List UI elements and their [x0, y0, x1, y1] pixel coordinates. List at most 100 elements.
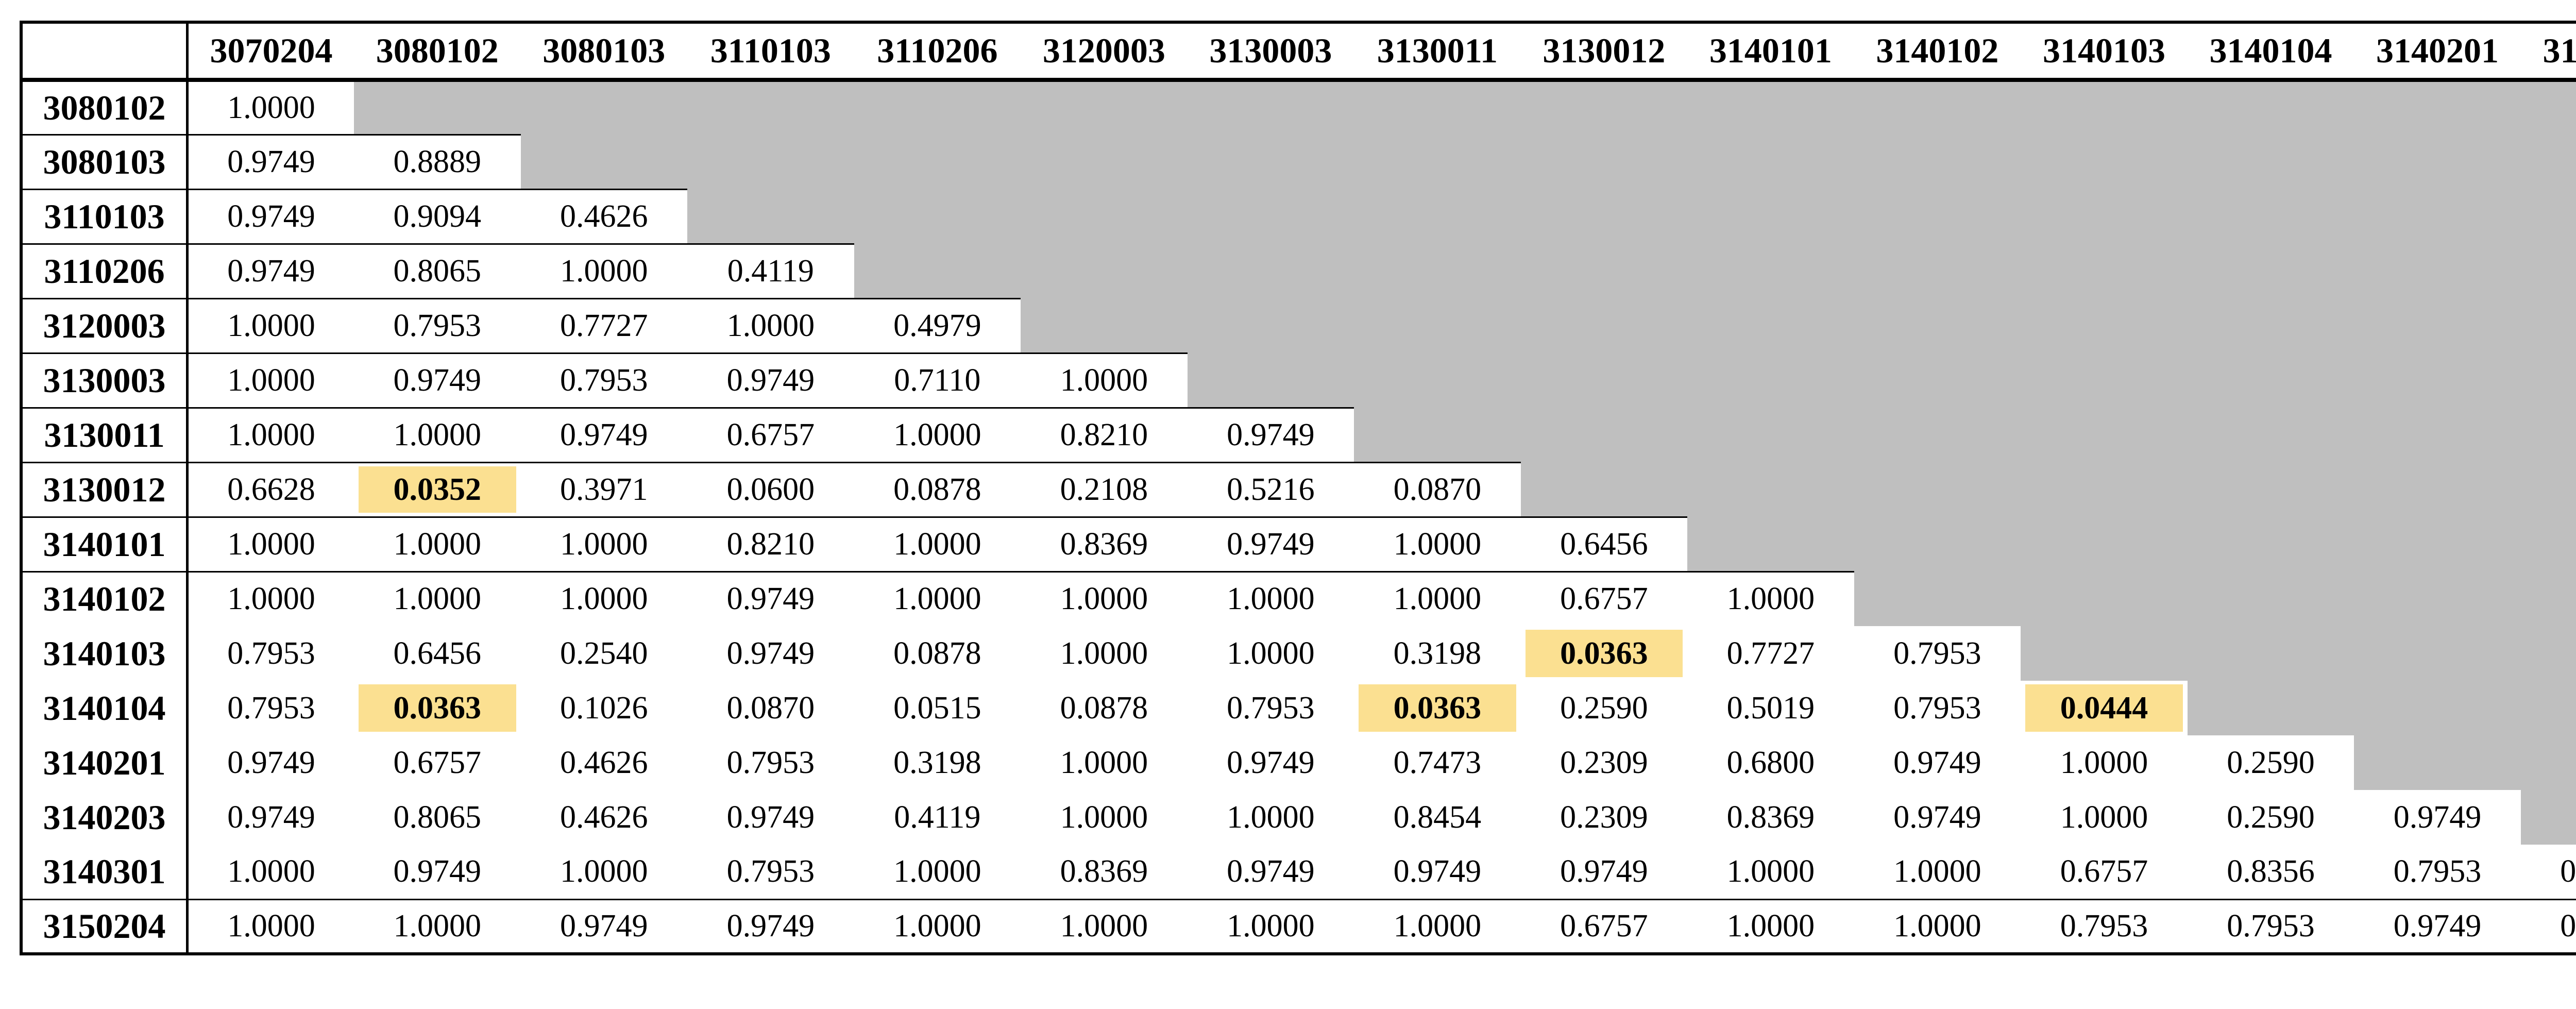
p-value-cell: 0.2309	[1520, 735, 1688, 790]
masked-cell	[2021, 298, 2188, 353]
masked-cell	[687, 189, 854, 244]
p-value-cell-highlighted: 0.0352	[354, 461, 521, 517]
masked-cell	[2520, 681, 2576, 735]
masked-cell	[354, 80, 521, 134]
masked-cell	[1021, 298, 1188, 353]
p-value-cell: 1.0000	[520, 845, 688, 899]
p-value-cell: 0.8210	[1021, 407, 1188, 462]
masked-cell	[2021, 517, 2188, 571]
row-header: 3140301	[21, 845, 189, 899]
p-value-cell: 0.6757	[354, 735, 521, 790]
p-value-cell: 0.9749	[1854, 735, 2021, 790]
p-value-cell: 0.0878	[1021, 681, 1188, 735]
p-value-cell: 0.9749	[187, 735, 354, 790]
masked-cell	[1687, 80, 1854, 134]
masked-cell	[1354, 189, 1521, 244]
masked-cell	[1187, 353, 1354, 408]
p-value-cell: 0.9749	[354, 352, 521, 408]
masked-cell	[2021, 408, 2188, 462]
p-value-cell: 1.0000	[354, 407, 521, 462]
p-value-cell: 0.0870	[687, 681, 854, 735]
p-value-cell: 0.5019	[1687, 681, 1854, 735]
p-value-cell: 0.7953	[2354, 845, 2521, 899]
masked-cell	[1021, 244, 1188, 298]
masked-cell	[2520, 571, 2576, 626]
masked-cell	[1021, 134, 1188, 189]
p-value-cell: 0.6757	[687, 407, 854, 462]
p-value-cell: 1.0000	[1021, 898, 1188, 954]
p-value-cell: 0.9749	[687, 626, 854, 681]
p-value-cell: 0.3971	[520, 461, 688, 517]
p-value-cell: 0.8369	[1021, 516, 1188, 571]
masked-cell	[2354, 298, 2521, 353]
masked-cell	[2520, 408, 2576, 462]
masked-cell	[1520, 408, 1688, 462]
masked-cell	[1187, 244, 1354, 298]
masked-cell	[1854, 80, 2021, 134]
p-value-cell: 1.0000	[2021, 735, 2188, 790]
row-header: 3080103	[21, 133, 189, 189]
p-value-cell: 0.2590	[2187, 790, 2354, 845]
p-value-cell: 0.4626	[520, 188, 688, 244]
column-header: 3130011	[1354, 22, 1521, 82]
p-value-cell: 0.7953	[2021, 898, 2188, 954]
p-value-cell-highlighted: 0.0444	[2021, 681, 2188, 735]
p-value-cell: 1.0000	[187, 898, 354, 954]
masked-cell	[1520, 80, 1688, 134]
masked-cell	[2187, 244, 2354, 298]
masked-cell	[1354, 134, 1521, 189]
column-header: 3140104	[2187, 22, 2354, 82]
p-value-cell: 0.0515	[854, 681, 1021, 735]
masked-cell	[2520, 189, 2576, 244]
masked-cell	[1687, 462, 1854, 517]
masked-cell	[2354, 353, 2521, 408]
row-header: 3130003	[21, 352, 189, 408]
p-value-cell: 0.9749	[354, 845, 521, 899]
p-value-cell: 1.0000	[1854, 845, 2021, 899]
matrix-row: 3140102 1.0000 1.0000 1.0000 0.9749 1.0000 1.0…	[21, 570, 2576, 626]
masked-cell	[854, 189, 1021, 244]
masked-cell	[2187, 626, 2354, 681]
masked-cell	[1187, 298, 1354, 353]
masked-cell	[1354, 353, 1521, 408]
masked-cell	[2520, 790, 2576, 845]
p-value-cell: 0.9749	[187, 188, 354, 244]
p-value-cell: 0.9749	[687, 352, 854, 408]
masked-cell	[2354, 517, 2521, 571]
matrix-row: 3130003 1.0000 0.9749 0.7953 0.9749 0.7110 1.0…	[21, 352, 2576, 408]
masked-cell	[1687, 298, 1854, 353]
masked-cell	[2021, 571, 2188, 626]
p-value-cell: 0.9749	[187, 243, 354, 298]
p-value-cell: 1.0000	[854, 898, 1021, 954]
masked-cell	[2187, 80, 2354, 134]
p-value-cell-highlighted: 0.0363	[354, 681, 521, 735]
p-value-cell: 0.4979	[854, 297, 1021, 353]
masked-cell	[854, 244, 1021, 298]
p-value-cell-highlighted: 0.0363	[1354, 681, 1521, 735]
p-value-cell: 0.4119	[854, 790, 1021, 845]
p-value-cell: 1.0000	[854, 407, 1021, 462]
p-value-cell: 0.2108	[1021, 461, 1188, 517]
row-header: 3130011	[21, 407, 189, 462]
masked-cell	[2354, 735, 2521, 790]
masked-cell	[2021, 626, 2188, 681]
row-header: 3150204	[21, 898, 189, 954]
masked-cell	[1687, 408, 1854, 462]
p-value-cell: 0.7953	[687, 845, 854, 899]
column-header: 3080103	[520, 22, 688, 82]
matrix-row: 3110103 0.9749 0.9094 0.4626	[21, 188, 2576, 244]
p-value-cell: 0.9749	[687, 790, 854, 845]
masked-cell	[2520, 298, 2576, 353]
column-header: 3140101	[1687, 22, 1854, 82]
masked-cell	[1187, 134, 1354, 189]
p-value-cell: 0.7953	[1854, 626, 2021, 681]
masked-cell	[2021, 244, 2188, 298]
p-value-cell: 1.0000	[1687, 570, 1854, 626]
p-value-cell: 0.9749	[2520, 898, 2576, 954]
masked-cell	[2187, 571, 2354, 626]
p-value-cell: 1.0000	[187, 297, 354, 353]
p-value-cell: 1.0000	[687, 297, 854, 353]
masked-cell	[2354, 681, 2521, 735]
masked-cell	[2354, 462, 2521, 517]
p-value-cell: 1.0000	[1021, 626, 1188, 681]
